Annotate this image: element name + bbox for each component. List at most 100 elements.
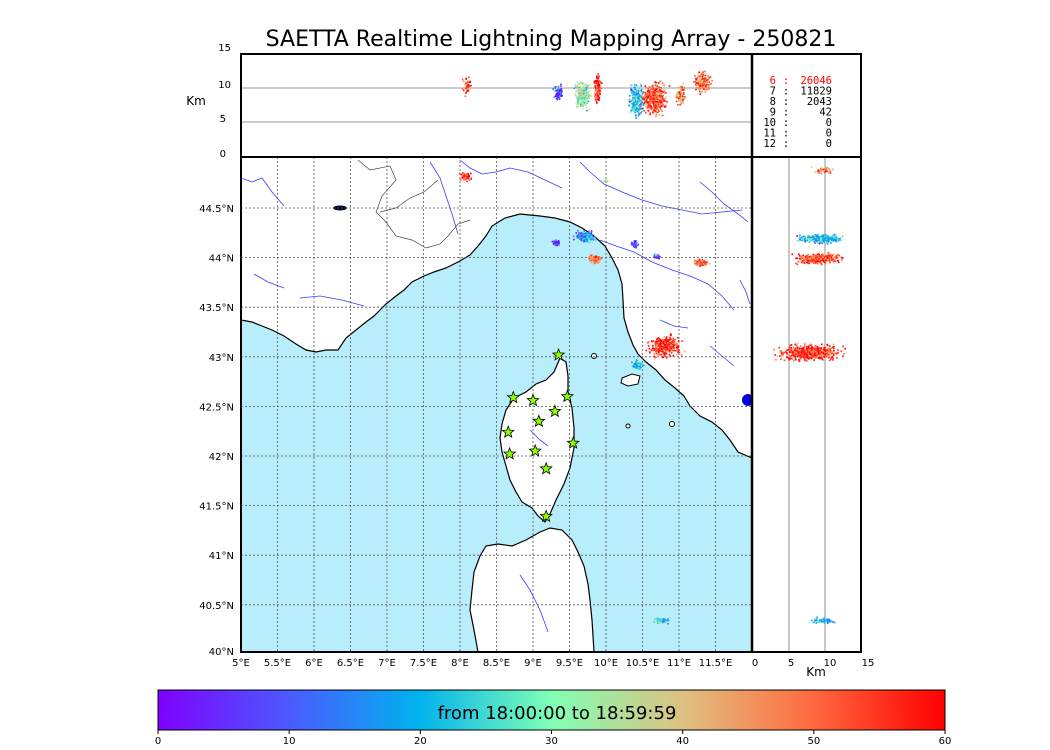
lightning-point bbox=[667, 343, 670, 346]
lat-tick-label: 43°N bbox=[209, 353, 234, 364]
lightning-point bbox=[822, 234, 825, 236]
lightning-point bbox=[809, 353, 811, 355]
lightning-point bbox=[812, 353, 814, 355]
colorbar-ticks: 0 10 20 30 40 50 60 bbox=[155, 730, 951, 747]
lightning-point bbox=[648, 91, 651, 94]
lightning-point bbox=[638, 98, 641, 101]
lightning-point bbox=[803, 355, 805, 357]
lightning-point bbox=[693, 81, 695, 83]
lightning-point bbox=[822, 253, 824, 255]
lightning-point bbox=[837, 254, 840, 256]
lightning-point bbox=[674, 344, 677, 346]
lightning-point bbox=[681, 89, 683, 91]
lightning-point bbox=[594, 95, 596, 98]
lightning-point bbox=[633, 101, 636, 103]
lightning-point bbox=[826, 351, 829, 354]
lightning-point bbox=[830, 237, 832, 240]
lightning-point bbox=[833, 346, 835, 348]
lightning-point bbox=[783, 351, 786, 354]
lightning-point bbox=[651, 98, 654, 100]
lightning-point bbox=[829, 241, 832, 243]
lightning-point bbox=[663, 336, 665, 338]
lightning-point bbox=[810, 259, 813, 262]
stat-count: 0 bbox=[826, 128, 832, 140]
lightning-point bbox=[576, 81, 578, 84]
lightning-point bbox=[640, 94, 643, 97]
lightning-point bbox=[839, 237, 842, 240]
figure-title: SAETTA Realtime Lightning Mapping Array … bbox=[266, 27, 837, 52]
lightning-point bbox=[592, 258, 594, 261]
lightning-point bbox=[812, 351, 814, 354]
lightning-point bbox=[815, 254, 817, 257]
lightning-point bbox=[830, 619, 832, 622]
lightning-point bbox=[811, 236, 813, 239]
lightning-point bbox=[786, 356, 789, 359]
lightning-point bbox=[791, 353, 794, 356]
lightning-point bbox=[672, 337, 675, 340]
lightning-point bbox=[828, 256, 831, 258]
lightning-point bbox=[588, 241, 591, 244]
lightning-point bbox=[579, 105, 582, 107]
lightning-point bbox=[596, 94, 599, 97]
lightning-point bbox=[679, 103, 681, 106]
lightning-point bbox=[466, 180, 468, 183]
lightning-point bbox=[648, 96, 651, 99]
lightning-point bbox=[781, 351, 783, 354]
lightning-point bbox=[654, 96, 656, 98]
lightning-point bbox=[817, 255, 819, 257]
lightning-point bbox=[800, 356, 802, 358]
lightning-point bbox=[663, 346, 665, 348]
lightning-point bbox=[558, 96, 561, 99]
lightning-point bbox=[827, 620, 830, 622]
lightning-point bbox=[676, 354, 678, 356]
lightning-point bbox=[593, 262, 596, 265]
lightning-point bbox=[467, 174, 470, 177]
stat-count: 11829 bbox=[800, 86, 832, 98]
lightning-point bbox=[821, 619, 824, 621]
lightning-point bbox=[676, 348, 678, 351]
lightning-point bbox=[661, 110, 664, 113]
lightning-point bbox=[587, 236, 590, 239]
lightning-point bbox=[635, 240, 637, 242]
top-y-tick: 5 bbox=[220, 114, 226, 125]
lightning-point bbox=[587, 85, 589, 87]
lightning-point bbox=[632, 96, 634, 99]
lightning-point bbox=[464, 83, 466, 86]
lightning-point bbox=[679, 95, 682, 98]
lightning-point bbox=[813, 348, 816, 350]
lightning-point bbox=[637, 94, 639, 97]
lightning-point bbox=[578, 235, 580, 237]
lightning-point bbox=[629, 103, 632, 106]
lightning-point bbox=[802, 256, 804, 258]
lightning-point bbox=[464, 174, 467, 176]
lightning-point bbox=[573, 87, 576, 90]
lightning-point bbox=[666, 340, 668, 342]
lightning-point bbox=[807, 259, 810, 262]
lightning-point bbox=[795, 347, 797, 349]
lightning-point bbox=[799, 350, 801, 353]
lightning-point bbox=[796, 355, 799, 357]
lightning-point bbox=[819, 167, 822, 170]
lightning-point bbox=[467, 90, 469, 92]
lightning-point bbox=[795, 257, 797, 259]
lightning-point bbox=[658, 91, 660, 94]
lat-tick-label: 43.5°N bbox=[199, 303, 234, 314]
lightning-point bbox=[661, 92, 663, 95]
lightning-point bbox=[578, 89, 580, 92]
lightning-point bbox=[638, 364, 640, 366]
lightning-point bbox=[824, 257, 827, 260]
lightning-point bbox=[703, 84, 705, 87]
lightning-point bbox=[829, 353, 831, 356]
lightning-point bbox=[810, 347, 812, 350]
lightning-point bbox=[809, 343, 812, 346]
colorbar-tick-label: 50 bbox=[807, 736, 820, 747]
lightning-point bbox=[800, 255, 802, 258]
lake bbox=[333, 205, 347, 211]
lightning-point bbox=[828, 259, 831, 262]
lightning-point bbox=[812, 238, 814, 241]
lightning-point bbox=[843, 353, 845, 355]
lightning-point bbox=[581, 96, 584, 98]
lightning-point bbox=[827, 241, 830, 243]
lightning-point bbox=[465, 91, 468, 94]
lightning-point bbox=[578, 237, 581, 239]
